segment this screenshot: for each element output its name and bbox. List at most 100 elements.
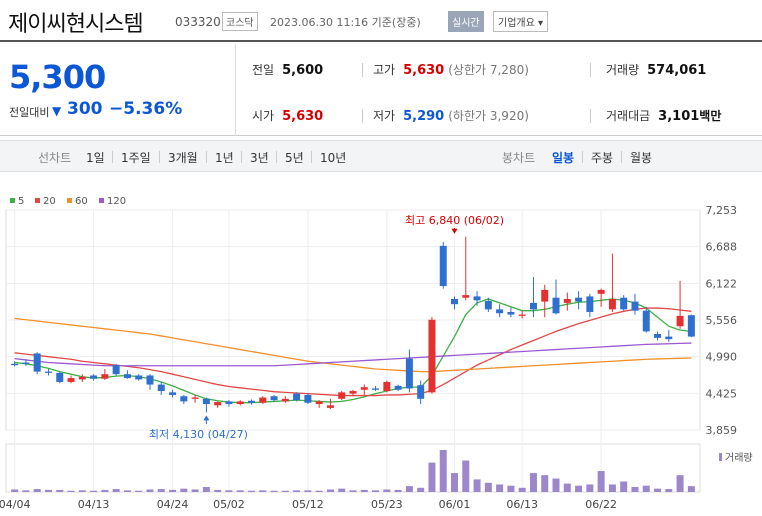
volume-bar — [123, 490, 131, 492]
candle-body — [417, 385, 425, 399]
candle-body — [372, 388, 380, 390]
prev-close-value: 5,600 — [282, 63, 324, 78]
candle-body — [281, 398, 289, 402]
candle-body — [676, 315, 684, 327]
company-overview-dropdown[interactable]: 기업개요 ▾ — [493, 11, 548, 32]
open-cell: 시가 5,630 — [252, 107, 323, 124]
stock-chart[interactable]: 7,253 6,688 6,122 5,556 4,990 4,425 3,859 04/04… — [0, 174, 762, 516]
candle-body — [225, 401, 233, 405]
open-label: 시가 — [252, 109, 275, 123]
volume-bar — [439, 450, 447, 492]
candle-body — [11, 363, 19, 366]
ma-20-line — [14, 307, 692, 397]
amount-cell: 거래대금 3,101백만 — [606, 107, 721, 124]
candle-body — [214, 402, 222, 406]
volume-bar — [146, 489, 154, 492]
divider — [621, 151, 622, 163]
divider — [582, 151, 583, 163]
period-3y[interactable]: 3년 — [250, 151, 269, 165]
period-1d[interactable]: 1일 — [86, 151, 105, 165]
candle-body — [597, 289, 605, 294]
candle-body — [552, 297, 560, 314]
candle-body — [563, 298, 571, 303]
volume-legend-swatch — [719, 453, 722, 461]
prev-close-cell: 전일 5,600 — [252, 61, 323, 78]
legend-swatch — [10, 198, 15, 203]
divider — [206, 151, 207, 163]
divider — [112, 151, 113, 163]
volume-bar — [676, 475, 684, 492]
volume-bar — [473, 479, 481, 492]
volume-bar — [620, 481, 628, 492]
volume-bar — [360, 489, 368, 492]
candle-body — [135, 375, 143, 380]
legend-label: 60 — [75, 196, 88, 207]
x-tick-label: 04/13 — [78, 498, 110, 511]
period-5y[interactable]: 5년 — [285, 151, 304, 165]
quote-datetime: 2023.06.30 11:16 기준(장중) — [270, 16, 421, 29]
volume-label: 거래량 — [606, 63, 640, 77]
legend-swatch — [67, 198, 72, 203]
upper-limit-label: 상한가 — [452, 63, 487, 77]
period-1w[interactable]: 1주일 — [121, 151, 151, 165]
low-cell: 저가 5,290 (하한가 3,920) — [373, 109, 529, 124]
volume-bar — [405, 486, 413, 492]
volume-bar — [214, 489, 222, 492]
candle-body — [620, 297, 628, 310]
volume-value: 574,061 — [647, 63, 707, 78]
volume-bar — [586, 484, 594, 492]
candle-body — [101, 374, 109, 379]
candle-weekly[interactable]: 주봉 — [591, 151, 614, 165]
candle-body — [293, 393, 301, 401]
volume-bar — [631, 486, 639, 492]
volume-bar — [687, 486, 695, 492]
prev-close-label: 전일 — [252, 63, 275, 77]
divider — [590, 63, 591, 77]
lower-limit-label: 하한가 — [452, 109, 487, 123]
volume-frame — [5, 443, 701, 493]
volume-bar — [507, 485, 515, 492]
candle-body — [608, 298, 616, 310]
candle-chart-label: 봉차트 — [502, 151, 536, 165]
period-1y[interactable]: 1년 — [215, 151, 234, 165]
realtime-button[interactable]: 실시간 — [448, 11, 484, 32]
volume-bar — [496, 484, 504, 492]
divider — [241, 151, 242, 163]
volume-bar — [338, 488, 346, 492]
candle-body — [473, 296, 481, 301]
volume-bar — [383, 489, 391, 492]
candle-body — [349, 391, 357, 394]
legend-swatch — [35, 198, 40, 203]
period-3m[interactable]: 3개월 — [168, 151, 198, 165]
volume-bar — [180, 488, 188, 492]
x-tick-label: 06/13 — [506, 498, 538, 511]
low-annotation: 최저 4,130 (04/27) — [149, 428, 248, 441]
x-tick-label: 05/23 — [371, 498, 403, 511]
volume-cell: 거래량 574,061 — [606, 61, 706, 78]
volume-bar — [135, 490, 143, 492]
volume-bar — [33, 489, 41, 492]
candle-monthly[interactable]: 월봉 — [630, 151, 653, 165]
candle-body — [575, 297, 583, 302]
divider — [311, 151, 312, 163]
candle-body — [22, 362, 30, 364]
volume-bar — [225, 490, 233, 492]
volume-bar — [281, 490, 289, 492]
down-arrow-icon: ▼ — [52, 104, 62, 118]
volume-bar — [236, 490, 244, 492]
candle-body — [428, 319, 436, 393]
volume-bar — [665, 489, 673, 492]
period-10y[interactable]: 10년 — [320, 151, 347, 165]
low-label: 저가 — [373, 109, 396, 123]
low-arrow-head — [203, 415, 210, 421]
volume-bar — [293, 490, 301, 492]
legend-label: 120 — [107, 196, 126, 207]
x-tick-label: 04/04 — [0, 498, 30, 511]
candle-daily[interactable]: 일봉 — [552, 151, 575, 165]
y-tick-label: 5,556 — [706, 314, 738, 327]
candle-body — [90, 375, 98, 379]
volume-bar — [372, 490, 380, 492]
candle-body — [169, 392, 177, 395]
price-panel: 5,300 전일대비 ▼ 300 −5.36% 전일 5,600 고가 5,630(… — [0, 44, 762, 136]
volume-label: 거래량 — [725, 452, 753, 464]
